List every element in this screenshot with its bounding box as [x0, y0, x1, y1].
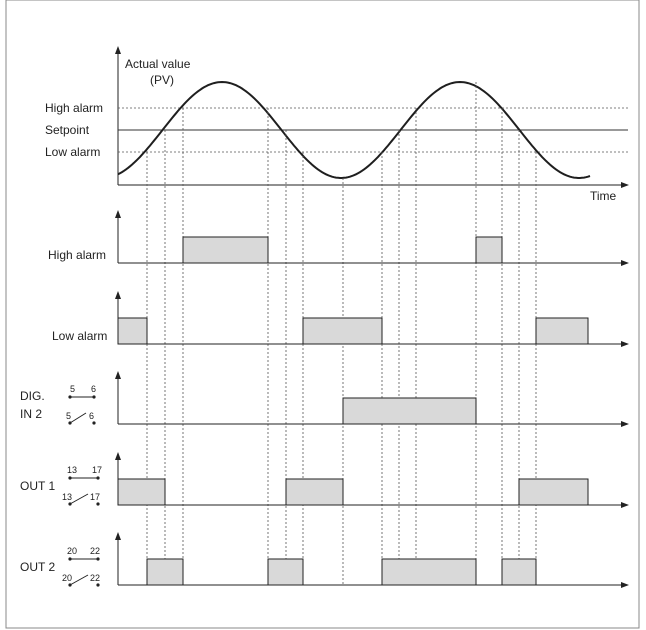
actual-value-label: Actual value — [125, 57, 191, 71]
time-label: Time — [590, 189, 617, 203]
time-arrow-icon — [621, 182, 629, 188]
setpoint-label: Setpoint — [45, 123, 90, 137]
dig-terminal-a-open: 5 — [66, 411, 71, 421]
row-arrow-icon — [115, 291, 121, 299]
row-arrow-icon — [621, 582, 629, 588]
row-high-alarm-label: High alarm — [48, 248, 106, 262]
diagram-frame — [5, 0, 640, 629]
row-arrow-icon — [621, 341, 629, 347]
out1-terminal-a-open: 13 — [62, 492, 72, 502]
row-arrow-icon — [115, 452, 121, 460]
closed-contact-icon — [68, 476, 100, 480]
row-out1: OUT 1 13 17 13 17 — [20, 452, 629, 508]
row-arrow-icon — [115, 210, 121, 218]
closed-contact-icon — [68, 557, 100, 561]
row-arrow-icon — [621, 421, 629, 427]
row-low-alarm-label: Low alarm — [52, 329, 107, 343]
out2-terminal-b-open: 22 — [90, 573, 100, 583]
row-high-alarm: High alarm — [48, 210, 629, 266]
out2-terminal-a: 20 — [67, 546, 77, 556]
dig-label: DIG. — [20, 389, 45, 403]
row-arrow-icon — [621, 260, 629, 266]
dig-terminal-b-open: 6 — [89, 411, 94, 421]
row-arrow-icon — [115, 371, 121, 379]
row-arrow-icon — [115, 532, 121, 540]
out1-terminal-b-open: 17 — [90, 492, 100, 502]
row-arrow-icon — [621, 502, 629, 508]
out1-terminal-a: 13 — [67, 465, 77, 475]
pv-label: (PV) — [150, 73, 174, 87]
in2-label: IN 2 — [20, 407, 42, 421]
pv-y-arrow-icon — [115, 46, 121, 54]
out2-terminal-a-open: 20 — [62, 573, 72, 583]
row-dig-in2: DIG. IN 2 5 6 5 6 — [20, 371, 629, 427]
low-alarm-threshold-label: Low alarm — [45, 145, 100, 159]
dig-terminal-a: 5 — [70, 384, 75, 394]
row-low-alarm: Low alarm — [52, 291, 629, 347]
pv-waveform — [117, 80, 591, 179]
out1-label: OUT 1 — [20, 479, 55, 493]
high-alarm-threshold-label: High alarm — [45, 101, 103, 115]
row-out2: OUT 2 20 22 20 22 — [20, 532, 629, 588]
closed-contact-icon — [68, 395, 96, 399]
out2-terminal-b: 22 — [90, 546, 100, 556]
open-contact-icon — [68, 412, 96, 425]
out2-label: OUT 2 — [20, 560, 55, 574]
open-contact-icon — [68, 574, 100, 587]
out1-terminal-b: 17 — [92, 465, 102, 475]
open-contact-icon — [68, 493, 100, 506]
dig-terminal-b: 6 — [91, 384, 96, 394]
